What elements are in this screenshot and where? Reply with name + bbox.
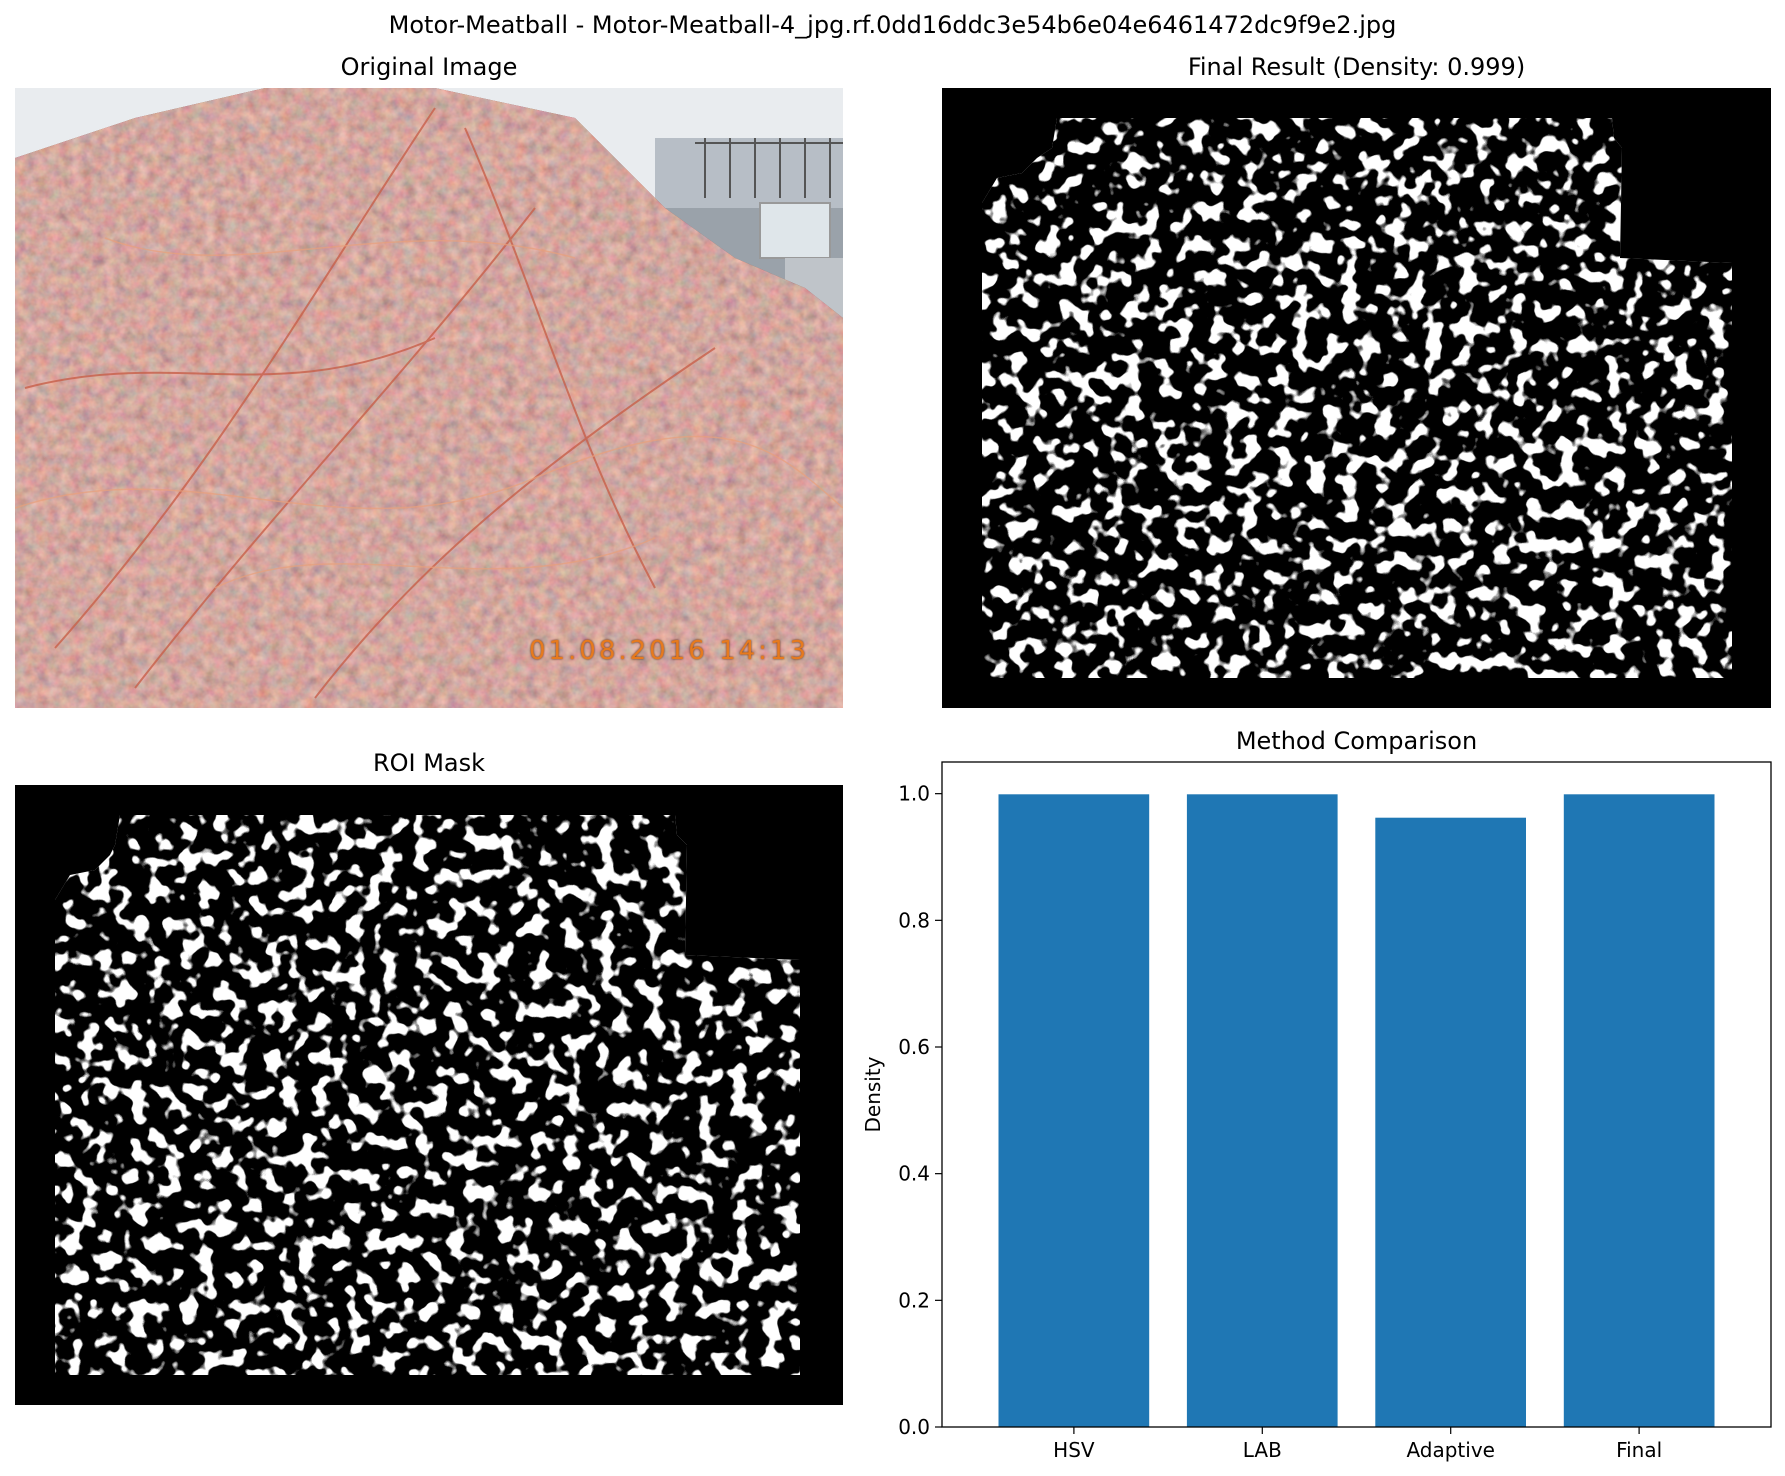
bar-hsv <box>998 794 1150 1427</box>
y-tick-label: 0.6 <box>898 1035 930 1059</box>
y-tick-label: 1.0 <box>898 782 930 806</box>
final-result-mask <box>942 88 1771 708</box>
scrap-pile-photo <box>15 88 843 708</box>
y-tick-label: 0.8 <box>898 908 930 932</box>
x-tick-label: LAB <box>1243 1438 1282 1462</box>
x-tick-label: Final <box>1616 1438 1662 1462</box>
x-tick-label: Adaptive <box>1406 1438 1495 1462</box>
roi-mask-image <box>55 815 800 1375</box>
figure-title: Motor-Meatball - Motor-Meatball-4_jpg.rf… <box>388 11 1397 39</box>
original-image: 01.08.2016 14:13 <box>15 88 843 708</box>
bar-lab <box>1186 794 1338 1427</box>
y-tick-label: 0.4 <box>898 1162 930 1186</box>
y-axis-label: Density <box>861 1056 885 1132</box>
axes-frame <box>941 761 1772 1428</box>
chart-plot-area: HSV LAB Adaptive Final 0.0 0.2 0.4 0.6 0.8 1.0 Den… <box>861 761 1772 1462</box>
y-tick-label: 0.0 <box>898 1415 930 1439</box>
roi-mask <box>15 785 843 1405</box>
bar-adaptive <box>1375 817 1526 1427</box>
bar-final <box>1563 794 1715 1427</box>
roi-mask-title: ROI Mask <box>372 749 486 777</box>
x-tick-label: HSV <box>1053 1438 1095 1462</box>
fence-icon <box>695 138 843 198</box>
chart-title: Method Comparison <box>1235 727 1478 755</box>
final-result-title: Final Result (Density: 0.999) <box>1187 53 1526 81</box>
photo-timestamp: 01.08.2016 14:13 <box>528 636 809 666</box>
original-image-title: Original Image <box>340 53 518 81</box>
y-tick-label: 0.2 <box>898 1288 930 1312</box>
method-comparison-chart: HSV LAB Adaptive Final 0.0 0.2 0.4 0.6 0.8 1.0 Den… <box>861 761 1772 1462</box>
final-mask-image <box>982 118 1732 678</box>
